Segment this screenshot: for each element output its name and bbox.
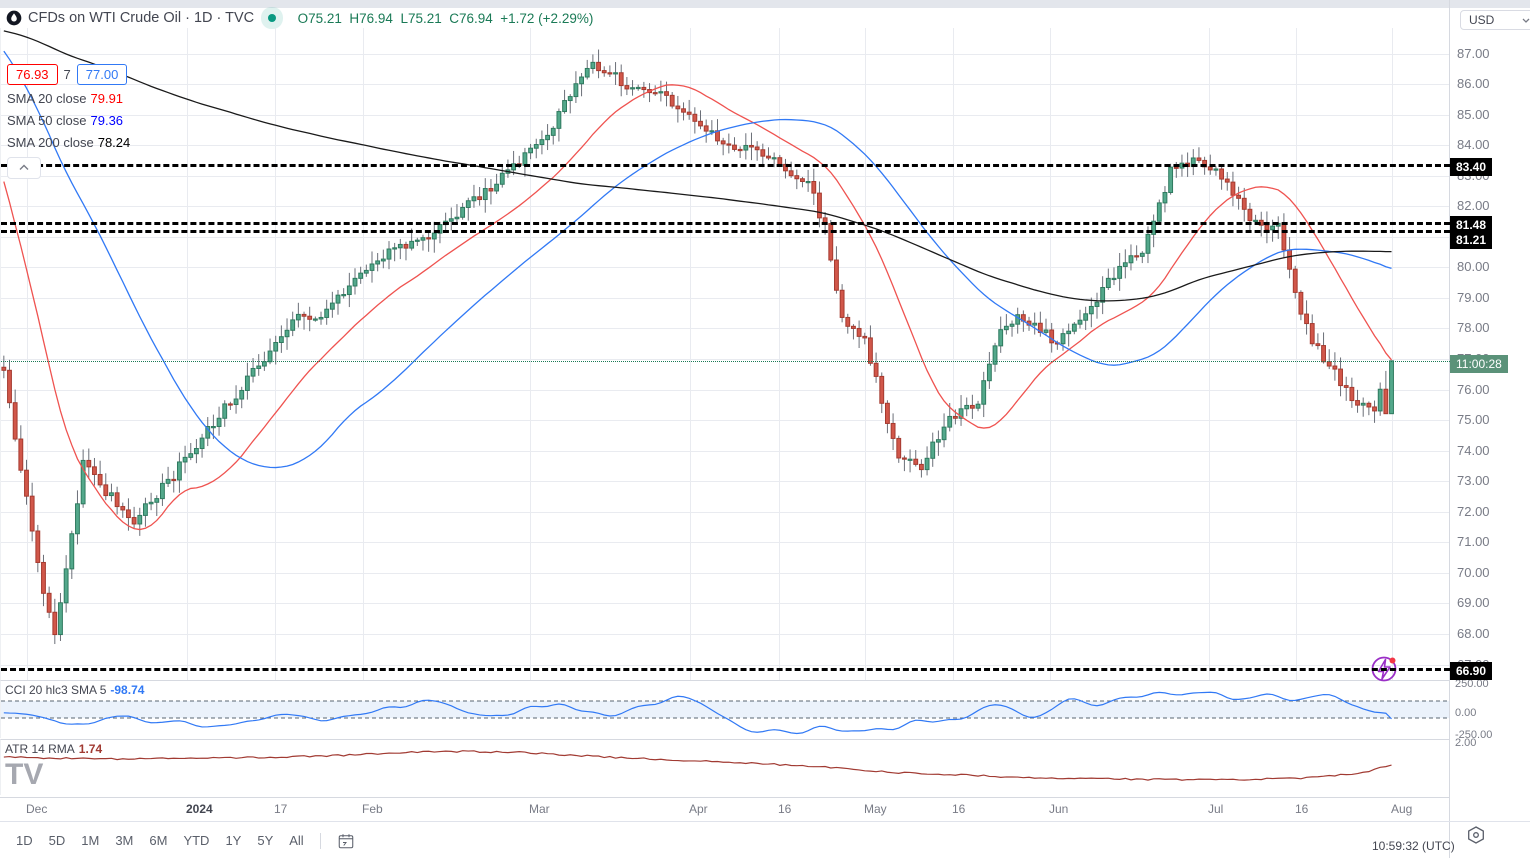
svg-text:TV: TV [5, 758, 43, 791]
